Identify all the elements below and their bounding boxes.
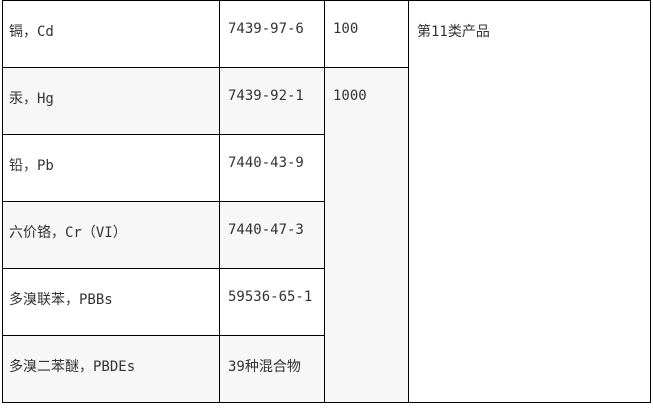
cas-cell: 7440-43-9	[219, 134, 325, 202]
substance-cell: 铅，Pb	[2, 134, 220, 202]
substance-cell: 镉，Cd	[2, 0, 220, 68]
cas-cell: 59536-65-1	[219, 268, 325, 336]
table-row: 多溴二苯醚，PBDEs 39种混合物	[2, 335, 651, 403]
cas-cell: 7439-97-6	[219, 0, 325, 68]
substance-table: 镉，Cd 7439-97-6 100 第11类产品 汞，Hg 7439-92-1…	[2, 0, 651, 403]
cas-cell: 39种混合物	[219, 335, 325, 403]
substance-cell: 汞，Hg	[2, 67, 220, 135]
limit-cell: 1000	[324, 67, 409, 403]
cas-cell: 7439-92-1	[219, 67, 325, 135]
substance-cell: 多溴联苯，PBBs	[2, 268, 220, 336]
category-cell: 第11类产品	[408, 0, 651, 403]
table-row: 镉，Cd 7439-97-6 100 第11类产品	[2, 0, 651, 403]
table-row: 汞，Hg 7439-92-1 1000	[2, 67, 651, 403]
substance-cell: 六价铬，Cr（VI）	[2, 201, 220, 269]
limit-cell: 100	[324, 0, 409, 68]
table-row: 多溴联苯，PBBs 59536-65-1	[2, 268, 651, 336]
cas-cell: 7440-47-3	[219, 201, 325, 269]
table-row: 铅，Pb 7440-43-9	[2, 134, 651, 202]
table-row: 六价铬，Cr（VI） 7440-47-3	[2, 201, 651, 269]
substance-cell: 多溴二苯醚，PBDEs	[2, 335, 220, 403]
